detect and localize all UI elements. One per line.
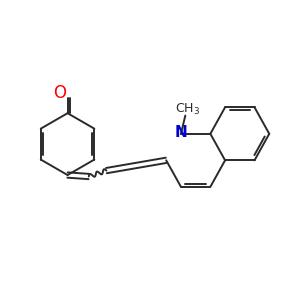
Text: N: N bbox=[175, 125, 187, 140]
Text: CH$_3$: CH$_3$ bbox=[175, 101, 200, 117]
Text: O: O bbox=[53, 84, 66, 102]
